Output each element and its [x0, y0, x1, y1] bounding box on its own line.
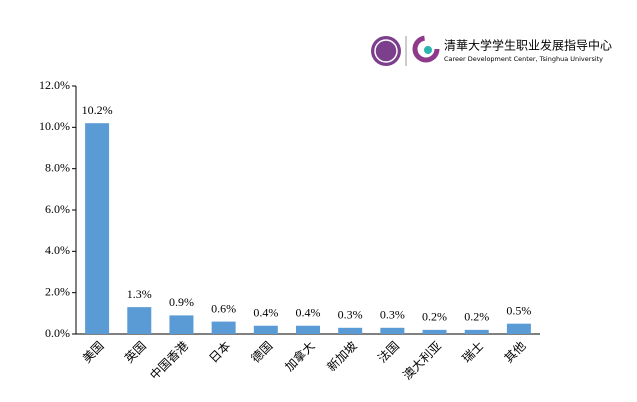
bar: [506, 323, 531, 334]
value-label: 0.5%: [506, 303, 531, 317]
bar: [169, 315, 194, 334]
bar: [464, 329, 489, 334]
x-tick-label: 澳大利亚: [400, 339, 444, 383]
value-label: 0.3%: [338, 308, 363, 322]
c-logo: [412, 35, 440, 63]
x-tick-label: 瑞士: [459, 339, 486, 366]
x-tick-label: 法国: [375, 339, 402, 366]
x-tick-label: 英国: [122, 339, 149, 366]
org-en: Career Development Center, Tsinghua Univ…: [444, 55, 603, 63]
value-label: 10.2%: [82, 103, 113, 117]
bar: [296, 325, 320, 334]
value-label: 1.3%: [127, 287, 152, 301]
bar: [338, 327, 363, 334]
value-label: 0.4%: [296, 305, 321, 319]
x-tick-label: 中国香港: [146, 338, 191, 383]
value-label: 0.4%: [253, 305, 278, 319]
bar: [380, 327, 405, 334]
value-label: 0.2%: [464, 310, 489, 324]
x-tick-label: 美国: [80, 339, 107, 366]
org-cn: 清華大学学生职业发展指导中心: [444, 38, 612, 53]
x-tick-label: 德国: [248, 338, 276, 366]
bar: [253, 325, 278, 334]
emblem-ring: [374, 39, 398, 63]
logo: 清華大学学生职业发展指导中心 Career Development Center…: [371, 35, 612, 66]
c-logo-dot: [424, 46, 432, 54]
x-tick-label: 其他: [502, 339, 529, 366]
value-label: 0.9%: [169, 295, 194, 309]
y-tick-label: 4.0%: [45, 243, 70, 257]
y-tick-label: 0.0%: [45, 326, 70, 340]
bar: [422, 329, 447, 334]
y-tick-label: 12.0%: [39, 78, 70, 92]
bar: [127, 307, 152, 334]
bar: [211, 321, 236, 334]
value-label: 0.3%: [380, 308, 405, 322]
y-tick-label: 10.0%: [39, 119, 70, 133]
x-tick-label: 新加坡: [324, 338, 360, 374]
y-tick-label: 8.0%: [45, 160, 70, 174]
bar: [85, 123, 110, 334]
y-tick-label: 2.0%: [45, 284, 70, 298]
value-label: 0.2%: [422, 310, 447, 324]
x-tick-label: 日本: [206, 339, 233, 366]
value-label: 0.6%: [211, 301, 236, 315]
x-tick-label: 加拿大: [282, 338, 318, 374]
y-tick-label: 6.0%: [45, 202, 70, 216]
